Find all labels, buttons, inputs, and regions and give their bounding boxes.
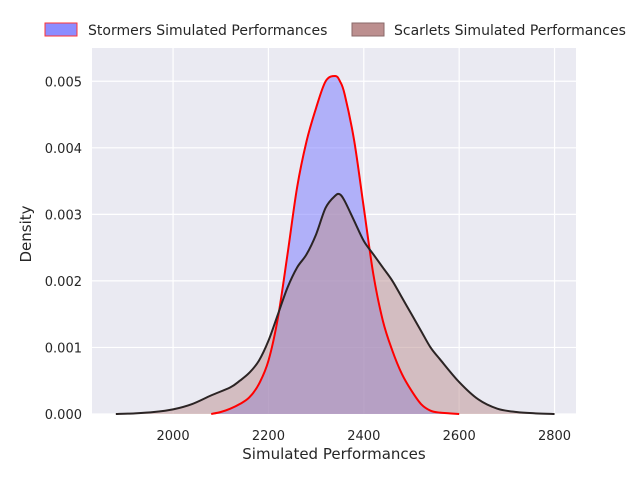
density-line-stormers (211, 74, 460, 415)
y-tick-label: 0.000 (45, 408, 82, 423)
legend: Stormers Simulated Performances Scarlets… (44, 22, 626, 39)
y-tick-label: 0.003 (45, 208, 82, 223)
x-tick-label: 2200 (252, 429, 285, 444)
density-areas (115, 74, 555, 415)
y-axis-label: Density (17, 205, 35, 262)
legend-label-scarlets: Scarlets Simulated Performances (394, 23, 626, 39)
legend-label-stormers: Stormers Simulated Performances (88, 23, 327, 39)
density-line-scarlets (115, 192, 555, 415)
x-tick-label: 2000 (157, 429, 190, 444)
y-tick-label: 0.002 (45, 275, 82, 290)
y-tick-label: 0.005 (45, 75, 82, 90)
y-tick-label: 0.004 (45, 142, 82, 157)
x-tick-label: 2600 (443, 429, 476, 444)
legend-swatch-stormers (44, 22, 78, 37)
density-fill-scarlets (115, 193, 555, 414)
x-tick-label: 2400 (347, 429, 380, 444)
legend-swatch-scarlets (351, 22, 385, 37)
x-axis-label: Simulated Performances (242, 445, 426, 463)
x-tick-labels: 2000 2200 2400 2600 2800 (157, 429, 572, 444)
y-tick-label: 0.001 (45, 341, 82, 356)
x-tick-label: 2800 (538, 429, 571, 444)
y-tick-labels: 0.000 0.001 0.002 0.003 0.004 0.005 (45, 75, 82, 423)
